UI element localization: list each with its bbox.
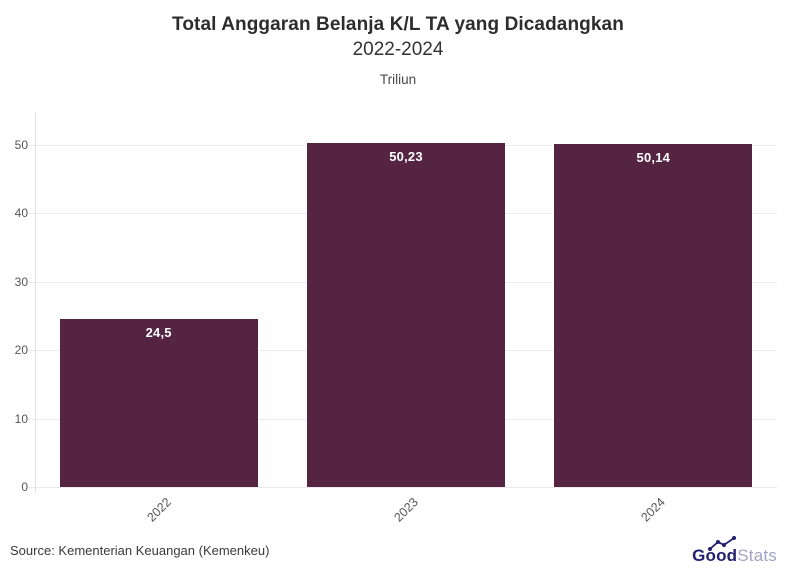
y-axis-tick-label: 40 bbox=[14, 206, 28, 221]
source-attribution: Source: Kementerian Keuangan (Kemenkeu) bbox=[10, 543, 270, 558]
y-axis-tick-label: 50 bbox=[14, 138, 28, 152]
y-axis-tick-label: 20 bbox=[14, 343, 28, 358]
logo-text-good: Good bbox=[692, 546, 738, 565]
x-axis-tick-label: 2023 bbox=[391, 495, 421, 525]
goodstats-logo[interactable]: GoodStats bbox=[692, 536, 777, 566]
y-axis-tick-label: 10 bbox=[14, 411, 28, 426]
bar-value-label: 24,5 bbox=[145, 325, 172, 341]
x-axis-tick-label: 2022 bbox=[143, 495, 174, 525]
bar: 24,5 bbox=[59, 319, 258, 487]
y-axis-tick-label: 30 bbox=[14, 274, 28, 289]
bar-value-label: 50,14 bbox=[636, 150, 671, 166]
chart-subtitle: Triliun bbox=[379, 72, 417, 87]
chart-header: Total Anggaran Belanja K/L TA yang Dicad… bbox=[0, 12, 796, 87]
chart-title: Total Anggaran Belanja K/L TA yang Dicad… bbox=[172, 14, 624, 35]
y-axis-line bbox=[35, 113, 36, 493]
bar: 50,23 bbox=[307, 143, 505, 487]
y-axis-tick-label: 0 bbox=[21, 480, 28, 494]
bar-value-label: 50,23 bbox=[389, 149, 423, 165]
sparkline-icon bbox=[708, 536, 737, 551]
x-axis-tick-label: 2024 bbox=[638, 495, 669, 525]
logo-text-stats: Stats bbox=[737, 546, 777, 565]
bar: 50,14 bbox=[554, 144, 753, 487]
gridline bbox=[28, 487, 777, 488]
chart-title-years: 2022-2024 bbox=[352, 39, 444, 60]
